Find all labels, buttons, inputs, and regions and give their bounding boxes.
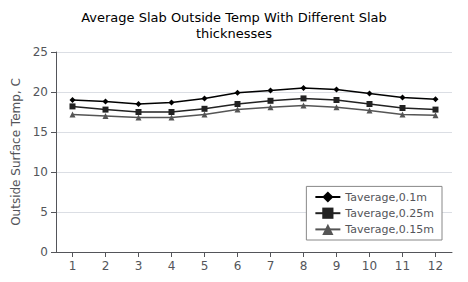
svg-text:Outside Surface Temp, C: Outside Surface Temp, C xyxy=(9,78,23,226)
svg-text:25: 25 xyxy=(33,45,48,59)
svg-text:20: 20 xyxy=(33,85,48,99)
svg-text:7: 7 xyxy=(267,259,275,273)
svg-text:10: 10 xyxy=(362,259,377,273)
svg-text:Taverage,0.15m: Taverage,0.15m xyxy=(344,223,434,236)
svg-text:0: 0 xyxy=(40,245,48,259)
svg-text:Taverage,0.25m: Taverage,0.25m xyxy=(344,207,434,220)
svg-text:Average Slab Outside Temp With: Average Slab Outside Temp With Different… xyxy=(81,10,387,25)
svg-text:thicknesses: thicknesses xyxy=(196,26,272,41)
svg-text:Taverage,0.1m: Taverage,0.1m xyxy=(344,191,427,204)
svg-text:2: 2 xyxy=(102,259,110,273)
svg-text:9: 9 xyxy=(333,259,341,273)
svg-text:12: 12 xyxy=(428,259,443,273)
svg-text:15: 15 xyxy=(33,125,48,139)
svg-text:3: 3 xyxy=(135,259,143,273)
svg-text:1: 1 xyxy=(69,259,77,273)
svg-text:5: 5 xyxy=(40,205,48,219)
svg-text:10: 10 xyxy=(33,165,48,179)
svg-text:6: 6 xyxy=(234,259,242,273)
svg-text:5: 5 xyxy=(201,259,209,273)
svg-text:4: 4 xyxy=(168,259,176,273)
svg-text:8: 8 xyxy=(300,259,308,273)
svg-text:11: 11 xyxy=(395,259,410,273)
